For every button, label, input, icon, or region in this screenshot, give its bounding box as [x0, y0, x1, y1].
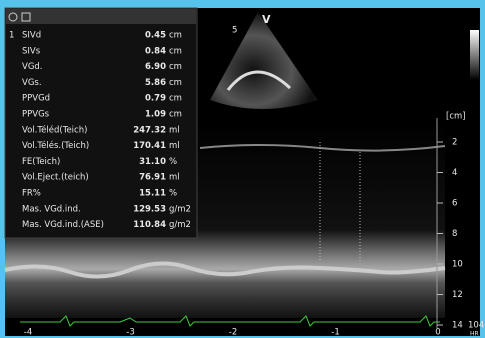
measurement-unit: %	[169, 189, 177, 199]
sector-mode: V	[262, 13, 271, 26]
measurement-unit: cm	[169, 78, 182, 88]
measurement-unit: ml	[169, 141, 180, 151]
measurement-unit: cm	[169, 110, 182, 120]
measurement-value: 6.90	[145, 62, 166, 72]
measurement-unit: cm	[169, 31, 182, 41]
measurement-value: 110.84	[133, 220, 166, 230]
measurement-label: PPVGs	[22, 110, 50, 120]
measurement-value: 247.32	[133, 125, 166, 135]
measurement-value: 170.41	[133, 141, 166, 151]
measurement-value: 31.10	[139, 157, 166, 167]
measurement-value: 0.45	[145, 31, 166, 41]
measurement-label: SIVs	[22, 46, 41, 56]
time-tick-label: 0	[435, 328, 440, 338]
measurement-label: SIVd	[22, 31, 41, 41]
measurement-label: FE(Teich)	[22, 157, 60, 167]
measurement-value: 76.91	[139, 173, 166, 183]
measurement-value: 0.84	[145, 46, 166, 56]
time-tick-label: -1	[331, 328, 339, 338]
depth-tick-label: 4	[452, 168, 457, 178]
measurement-unit: cm	[169, 94, 182, 104]
measurement-label: Mas. VGd.ind.(ASE)	[22, 220, 104, 230]
depth-tick-label: 6	[452, 199, 457, 209]
depth-tick-label: 8	[452, 229, 457, 239]
measurement-unit: cm	[169, 62, 182, 72]
measurement-value: 1.09	[145, 110, 166, 120]
measurement-value: 5.86	[145, 78, 166, 88]
measurement-unit: %	[169, 157, 177, 167]
measurement-label: VGs.	[22, 78, 42, 88]
heart-rate-value: 104	[468, 321, 484, 331]
heart-rate-label: HR	[470, 331, 479, 338]
measurement-unit: g/m2	[169, 204, 191, 214]
measurement-label: VGd.	[22, 62, 43, 72]
measurement-unit: ml	[169, 125, 180, 135]
measurement-label: Vol.Eject.(teich)	[22, 173, 89, 183]
depth-tick-label: 10	[452, 260, 463, 270]
measurement-unit: ml	[169, 173, 180, 183]
time-tick-label: -2	[229, 328, 237, 338]
time-tick-label: -3	[126, 328, 134, 338]
measurement-label: PPVGd	[22, 94, 50, 104]
measurement-value: 0.79	[145, 94, 166, 104]
measurement-label: FR%	[22, 189, 41, 199]
measurement-label: Vol.Télés.(Teich)	[22, 140, 89, 151]
page: {"header": {"index": "1"}, "measurements…	[0, 0, 485, 338]
row-index: 1	[9, 31, 14, 41]
depth-unit: [cm]	[446, 112, 466, 122]
measurement-label: Vol.Téléd(Teich)	[22, 124, 87, 135]
depth-tick-label: 2	[452, 138, 457, 148]
depth-tick-label: 14	[452, 321, 463, 331]
measurement-value: 129.53	[133, 204, 166, 214]
panel-header	[6, 9, 196, 24]
sector-depth: 5	[232, 26, 237, 36]
measurement-label: Mas. VGd.ind.	[22, 204, 81, 214]
measurement-unit: cm	[169, 46, 182, 56]
depth-tick-label: 12	[452, 290, 463, 300]
ultrasound-screen: 1 5 V [cm] 104 HR SIVd0.45cmSIVs0.84cmVG…	[0, 0, 485, 338]
gray-scale-bar	[470, 30, 479, 80]
measurement-unit: g/m2	[169, 220, 191, 230]
time-tick-label: -4	[24, 328, 32, 338]
measurement-value: 15.11	[139, 189, 166, 199]
